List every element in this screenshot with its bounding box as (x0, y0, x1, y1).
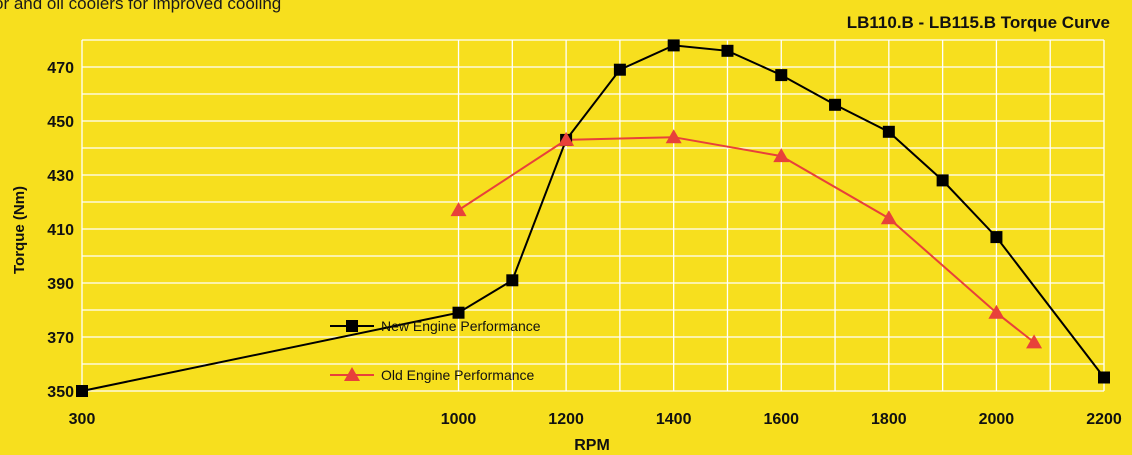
data-point-new (936, 174, 949, 187)
data-point-new (721, 44, 734, 57)
y-axis-label: Torque (Nm) (11, 186, 28, 274)
y-tick-label: 390 (47, 276, 74, 293)
x-tick-label: 1800 (871, 411, 907, 428)
x-axis-label: RPM (574, 437, 610, 454)
grid-lines (81, 39, 1105, 392)
x-tick-label: 2200 (1086, 411, 1122, 428)
data-point-new (613, 63, 626, 76)
series-lines (81, 44, 1105, 392)
series-line-new (81, 44, 1105, 392)
legend-marker-triangle (344, 367, 360, 381)
legend: New Engine Performance Old Engine Perform… (330, 318, 541, 383)
data-point-old (665, 129, 682, 144)
series-line-old (457, 136, 1035, 344)
y-tick-label: 430 (47, 168, 74, 185)
y-tick-label: 350 (47, 384, 74, 401)
data-point-old (558, 131, 575, 146)
x-tick-label: 300 (69, 411, 96, 428)
x-tick-label: 1000 (441, 411, 477, 428)
data-point-old (1026, 334, 1043, 349)
y-tick-label: 470 (47, 60, 74, 77)
y-tick-label: 410 (47, 222, 74, 239)
data-point-old (773, 148, 790, 163)
data-point-new (990, 231, 1003, 244)
chart-title: LB110.B - LB115.B Torque Curve (846, 13, 1110, 32)
data-point-old (880, 210, 897, 225)
data-point-new (775, 69, 788, 82)
data-point-new (506, 274, 519, 287)
legend-label: Old Engine Performance (381, 367, 535, 383)
data-point-new (667, 39, 680, 52)
data-point-new (452, 306, 465, 319)
data-point-new (1098, 371, 1110, 384)
x-tick-label: 2000 (979, 411, 1015, 428)
tick-labels: 300 1000 1200 1400 1600 1800 2000 2200 350 370 390… (47, 60, 1122, 428)
data-point-new (882, 125, 895, 138)
header-text: or and oil coolers for improved cooling (0, 0, 282, 13)
data-point-new (76, 385, 88, 397)
y-tick-label: 370 (47, 330, 74, 347)
x-tick-label: 1200 (548, 411, 584, 428)
data-point-old (450, 202, 467, 217)
legend-label: New Engine Performance (381, 318, 541, 334)
data-point-new (829, 98, 842, 111)
x-tick-label: 1600 (763, 411, 799, 428)
data-markers (76, 39, 1110, 397)
legend-marker-square (346, 320, 358, 332)
y-tick-label: 450 (47, 114, 74, 131)
data-point-old (988, 304, 1005, 319)
x-tick-label: 1400 (656, 411, 692, 428)
